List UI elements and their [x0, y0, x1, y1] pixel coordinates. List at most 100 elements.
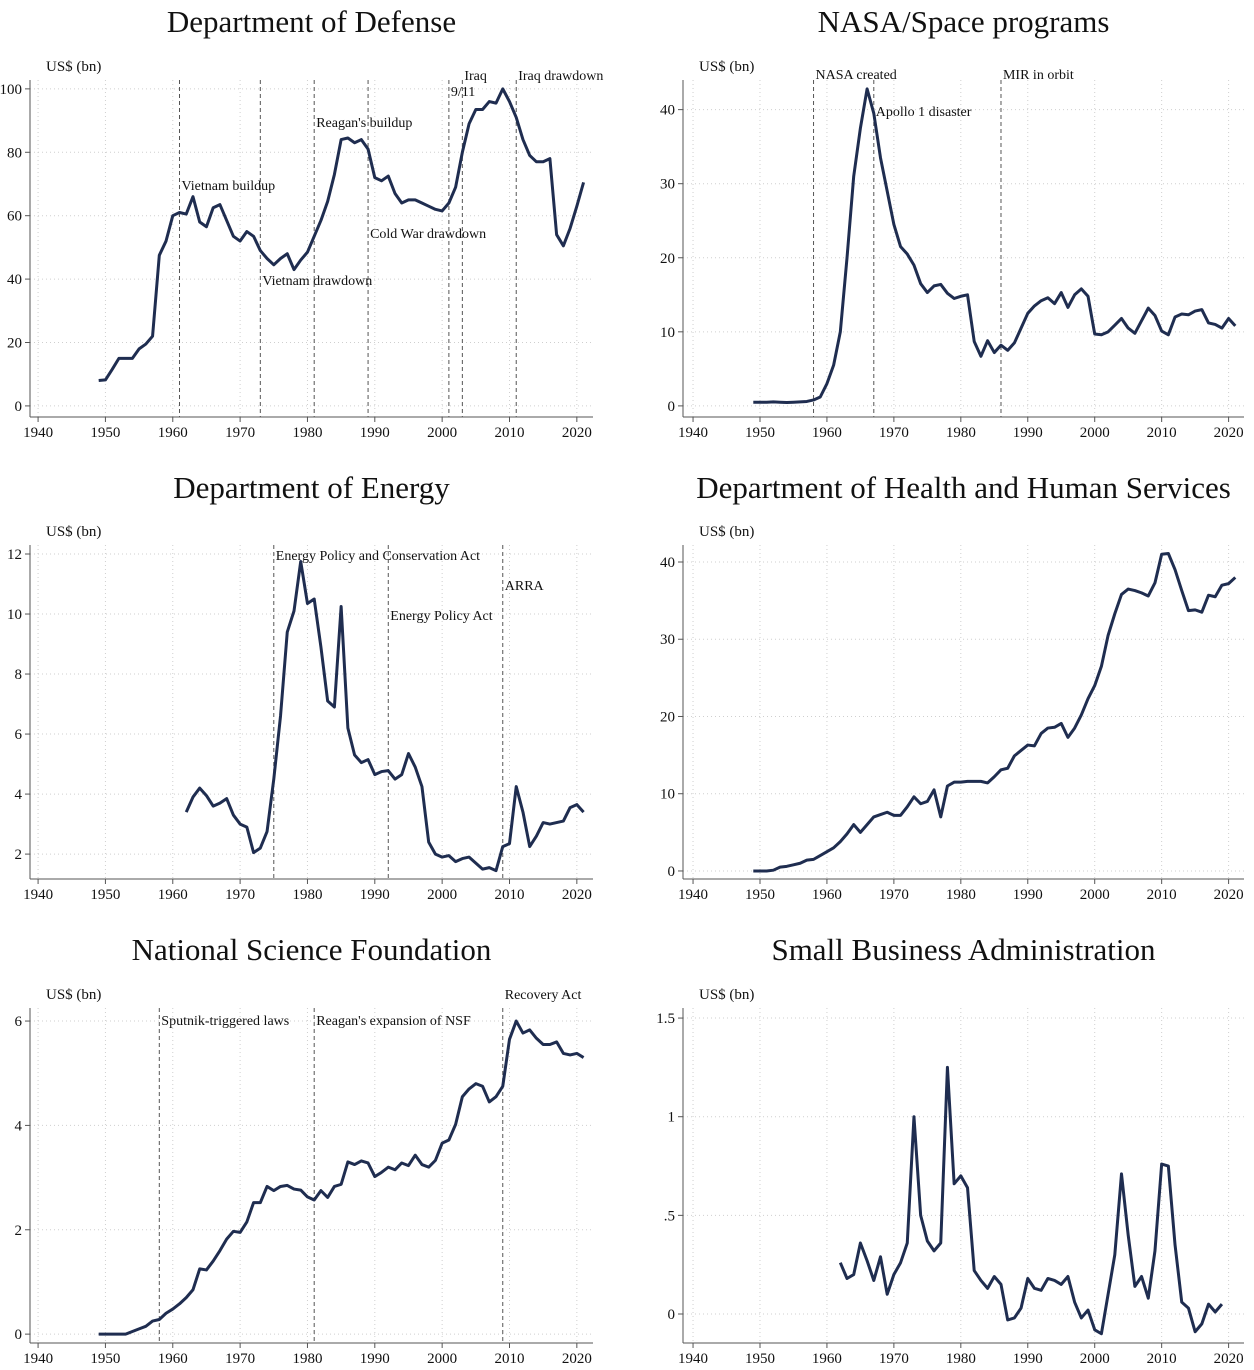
x-tick-label: 2010	[1147, 1351, 1177, 1367]
chart-title: Small Business Administration	[771, 932, 1156, 967]
y-tick-label: 6	[15, 1014, 23, 1030]
panel: National Science Foundation US$ (bn) 0 2 4 6 1…	[15, 932, 593, 1367]
x-tick-label: 1990	[1013, 425, 1043, 441]
y-axis-label: US$ (bn)	[699, 59, 754, 75]
x-tick-label: 1960	[158, 887, 188, 903]
x-tick-label: 1960	[158, 1351, 188, 1367]
x-tick-label: 2010	[494, 425, 524, 441]
x-tick-label: 2000	[427, 1351, 457, 1367]
event-label: Cold War drawdown	[370, 227, 486, 242]
event-label: Reagan's buildup	[316, 116, 412, 131]
y-tick-label: 100	[0, 82, 22, 98]
x-tick-label: 1980	[292, 1351, 322, 1367]
x-tick-label: 1980	[946, 425, 976, 441]
y-axis-label: US$ (bn)	[699, 524, 754, 540]
x-tick-label: 1970	[225, 887, 255, 903]
y-tick-label: 20	[660, 251, 675, 267]
x-tick-label: 1980	[292, 887, 322, 903]
x-tick-label: 2020	[562, 887, 592, 903]
x-tick-label: 1950	[745, 887, 775, 903]
event-label: Reagan's expansion of NSF	[316, 1014, 471, 1029]
data-line	[98, 87, 586, 383]
y-tick-label: 12	[7, 547, 22, 563]
panel: Small Business Administration US$ (bn) 0 .5…	[656, 932, 1244, 1367]
chart-title: National Science Foundation	[132, 932, 492, 967]
y-tick-label: 40	[660, 103, 675, 119]
event-label: ARRA	[505, 579, 545, 594]
x-tick-label: 1960	[158, 425, 188, 441]
y-tick-label: 10	[660, 325, 675, 341]
x-tick-label: 2020	[1214, 887, 1244, 903]
x-tick-label: 2010	[494, 887, 524, 903]
x-tick-label: 2000	[1080, 1351, 1110, 1367]
y-tick-label: .5	[664, 1208, 675, 1224]
x-tick-label: 2000	[1080, 887, 1110, 903]
y-tick-label: 6	[15, 727, 23, 743]
y-tick-label: 0	[15, 399, 23, 415]
event-label: Sputnik-triggered laws	[161, 1014, 289, 1029]
data-line	[753, 87, 1237, 405]
event-label: MIR in orbit	[1003, 68, 1074, 83]
data-line	[184, 560, 585, 873]
event-label: Iraq drawdown	[518, 69, 603, 84]
y-tick-label: 0	[668, 864, 676, 880]
x-tick-label: 1940	[678, 1351, 708, 1367]
event-label: Vietnam buildup	[182, 179, 276, 194]
y-tick-label: 20	[660, 709, 675, 725]
event-label: Recovery Act	[505, 988, 582, 1003]
x-tick-label: 1970	[225, 425, 255, 441]
y-tick-label: 0	[668, 1307, 676, 1323]
x-tick-label: 2000	[427, 887, 457, 903]
x-tick-label: 1980	[292, 425, 322, 441]
y-tick-label: 40	[7, 272, 22, 288]
x-tick-label: 1990	[1013, 1351, 1043, 1367]
data-line	[753, 552, 1237, 873]
y-tick-label: 0	[668, 399, 676, 415]
x-tick-label: 2010	[494, 1351, 524, 1367]
x-tick-label: 1960	[812, 887, 842, 903]
y-tick-label: 4	[15, 787, 23, 803]
x-tick-label: 1940	[23, 887, 53, 903]
y-tick-label: 80	[7, 145, 22, 161]
y-axis-label: US$ (bn)	[699, 987, 754, 1003]
x-tick-label: 1960	[812, 425, 842, 441]
y-tick-label: 10	[7, 607, 22, 623]
x-tick-label: 2020	[562, 1351, 592, 1367]
event-label: Energy Policy Act	[390, 609, 493, 624]
x-tick-label: 2020	[1214, 425, 1244, 441]
panel: NASA/Space programs US$ (bn) 0 10 20 30 40 1940…	[660, 4, 1244, 441]
data-line	[98, 1019, 585, 1336]
y-axis-label: US$ (bn)	[46, 59, 101, 75]
event-label: Iraq	[464, 69, 487, 84]
y-axis-label: US$ (bn)	[46, 987, 101, 1003]
x-tick-label: 1980	[946, 887, 976, 903]
y-tick-label: 40	[660, 555, 675, 571]
y-tick-label: 60	[7, 209, 22, 225]
panel: Department of Defense US$ (bn) 0 20 40 60 80 10…	[0, 4, 603, 441]
event-label: 9/11	[451, 85, 475, 100]
x-tick-label: 1970	[879, 1351, 909, 1367]
event-label: Energy Policy and Conservation Act	[276, 549, 480, 564]
chart-title: Department of Health and Human Services	[696, 470, 1231, 505]
x-tick-label: 2020	[1214, 1351, 1244, 1367]
x-tick-label: 1970	[879, 887, 909, 903]
x-tick-label: 1950	[745, 425, 775, 441]
x-tick-label: 2000	[427, 425, 457, 441]
x-tick-label: 1950	[745, 1351, 775, 1367]
y-tick-label: 2	[15, 1223, 23, 1239]
chart-title: NASA/Space programs	[818, 4, 1110, 39]
y-tick-label: 4	[15, 1118, 23, 1134]
y-axis-label: US$ (bn)	[46, 524, 101, 540]
x-tick-label: 1990	[360, 425, 390, 441]
x-tick-label: 1980	[946, 1351, 976, 1367]
x-tick-label: 1940	[678, 887, 708, 903]
y-tick-label: 2	[15, 847, 23, 863]
x-tick-label: 2010	[1147, 425, 1177, 441]
x-tick-label: 1940	[23, 425, 53, 441]
event-label: Apollo 1 disaster	[876, 105, 972, 120]
x-tick-label: 1940	[678, 425, 708, 441]
y-tick-label: 10	[660, 787, 675, 803]
y-tick-label: 1	[668, 1110, 676, 1126]
event-label: Vietnam drawdown	[262, 274, 372, 289]
